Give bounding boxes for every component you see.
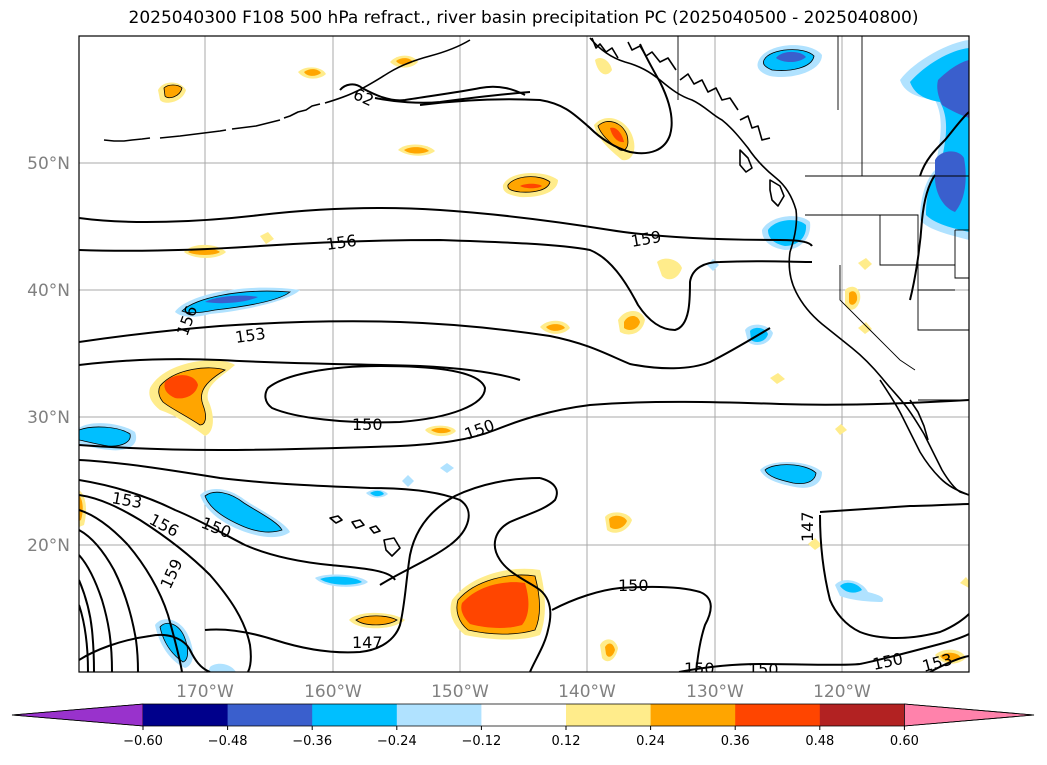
- negative-anomaly-area: [840, 582, 862, 593]
- lon-tick-label: 170°W: [176, 682, 234, 702]
- positive-anomaly-area: [835, 424, 847, 435]
- positive-anomaly-area: [609, 515, 627, 529]
- positive-anomaly-area: [404, 147, 429, 154]
- colorbar-segment: [396, 704, 482, 726]
- negative-anomaly-area: [935, 151, 966, 212]
- colorbar-extend-high: [904, 703, 1035, 727]
- negative-anomaly-area: [440, 463, 454, 473]
- contour-label: 156: [325, 231, 358, 254]
- positive-anomaly-area: [610, 127, 624, 143]
- hawaii: [329, 515, 343, 524]
- contour-labels: 62 156 159 156 153 150 150 153 156 150 1…: [110, 84, 954, 679]
- negative-anomaly-area: [402, 475, 414, 487]
- colorbar-segment: [650, 704, 736, 726]
- lon-tick-label: 130°W: [686, 682, 744, 702]
- lat-tick-label: 50°N: [27, 154, 70, 174]
- political-borders: [677, 36, 969, 401]
- positive-anomaly-area: [461, 582, 529, 628]
- contour-label: 147: [352, 633, 383, 652]
- colorbar-segment: [481, 704, 567, 726]
- colorbar-tick-label: −0.24: [377, 734, 417, 749]
- negative-anomaly-area: [160, 623, 188, 662]
- positive-anomaly-area: [808, 538, 822, 550]
- positive-anomaly-area: [546, 324, 565, 331]
- contour-label: 150: [618, 576, 649, 595]
- positive-anomaly-area: [624, 316, 640, 330]
- positive-anomaly-area: [605, 643, 615, 657]
- positive-anomaly-area: [598, 121, 628, 151]
- contour-label: 153: [234, 324, 267, 347]
- negative-anomaly-area: [320, 576, 362, 585]
- colorbar-tick-label: −0.36: [292, 734, 332, 749]
- contour-label: 150: [748, 660, 779, 679]
- lon-tick-label: 120°W: [813, 682, 871, 702]
- lat-tick-label: 30°N: [27, 408, 70, 428]
- negative-anomaly-area: [79, 426, 131, 447]
- positive-anomaly-area: [356, 615, 397, 625]
- lat-tick-label: 20°N: [27, 536, 70, 556]
- colorbar-tick-label: 0.12: [552, 734, 581, 749]
- contour-label: 153: [920, 650, 954, 676]
- colorbar-segment: [143, 704, 229, 726]
- positive-anomaly-area: [657, 258, 682, 280]
- negative-anomaly-area: [937, 60, 969, 118]
- negative-anomaly-area: [370, 490, 384, 497]
- lon-tick-label: 150°W: [431, 682, 489, 702]
- contour-label: 150: [871, 649, 905, 674]
- colorbar-tick-labels: −0.60 −0.48 −0.36 −0.24 −0.12 0.12 0.24 0.36 0.4…: [123, 726, 919, 749]
- colorbar-tick-label: 0.60: [890, 734, 919, 749]
- positive-anomaly-area: [164, 375, 198, 399]
- anomaly-outlines: [79, 49, 817, 663]
- refractivity-contours: [79, 43, 969, 672]
- colorbar-segment: [227, 704, 313, 726]
- colorbar-segment: [566, 704, 652, 726]
- contour-label: 147: [798, 511, 817, 542]
- lat-tick-label: 40°N: [27, 281, 70, 301]
- colorbar: [11, 703, 1035, 727]
- colorbar-tick-label: −0.60: [123, 734, 163, 749]
- latitude-labels: 50°N 40°N 30°N 20°N: [27, 154, 70, 556]
- lon-tick-label: 160°W: [304, 682, 362, 702]
- map-background: [79, 36, 969, 672]
- positive-anomaly-area: [960, 577, 969, 588]
- positive-anomaly-area: [304, 69, 321, 76]
- colorbar-extend-low: [11, 703, 144, 727]
- colorbar-tick-label: 0.24: [636, 734, 665, 749]
- positive-anomaly-area: [79, 495, 83, 521]
- positive-anomaly-area: [858, 322, 872, 334]
- positive-anomaly-area: [260, 232, 274, 244]
- contour-label: 150: [684, 659, 715, 678]
- map-title: 2025040300 F108 500 hPa refract., river …: [128, 8, 919, 28]
- negative-anomaly-area: [776, 51, 806, 63]
- contour-label: 150: [352, 415, 383, 434]
- map-frame: [78, 35, 970, 673]
- positive-anomaly-area: [595, 58, 612, 75]
- positive-anomaly-area: [858, 258, 872, 270]
- colorbar-tick-label: −0.12: [461, 734, 501, 749]
- colorbar-tick-label: −0.48: [208, 734, 248, 749]
- lon-tick-label: 140°W: [558, 682, 616, 702]
- colorbar-segment: [312, 704, 398, 726]
- positive-anomaly-area: [431, 427, 451, 434]
- longitude-labels: 170°W 160°W 150°W 140°W 130°W 120°W: [176, 682, 871, 702]
- graticule: [79, 36, 969, 672]
- negative-anomaly-area: [205, 492, 282, 533]
- colorbar-tick-label: 0.36: [721, 734, 750, 749]
- positive-anomaly-area: [520, 183, 542, 189]
- colorbar-tick-label: 0.48: [805, 734, 834, 749]
- negative-anomaly-area: [205, 295, 258, 304]
- positive-anomaly-area: [770, 373, 785, 384]
- negative-anomaly-area: [208, 663, 236, 672]
- coastlines: [103, 37, 969, 557]
- positive-anomaly-area: [849, 291, 858, 305]
- colorbar-segment: [735, 704, 821, 726]
- colorbar-segment: [819, 704, 905, 726]
